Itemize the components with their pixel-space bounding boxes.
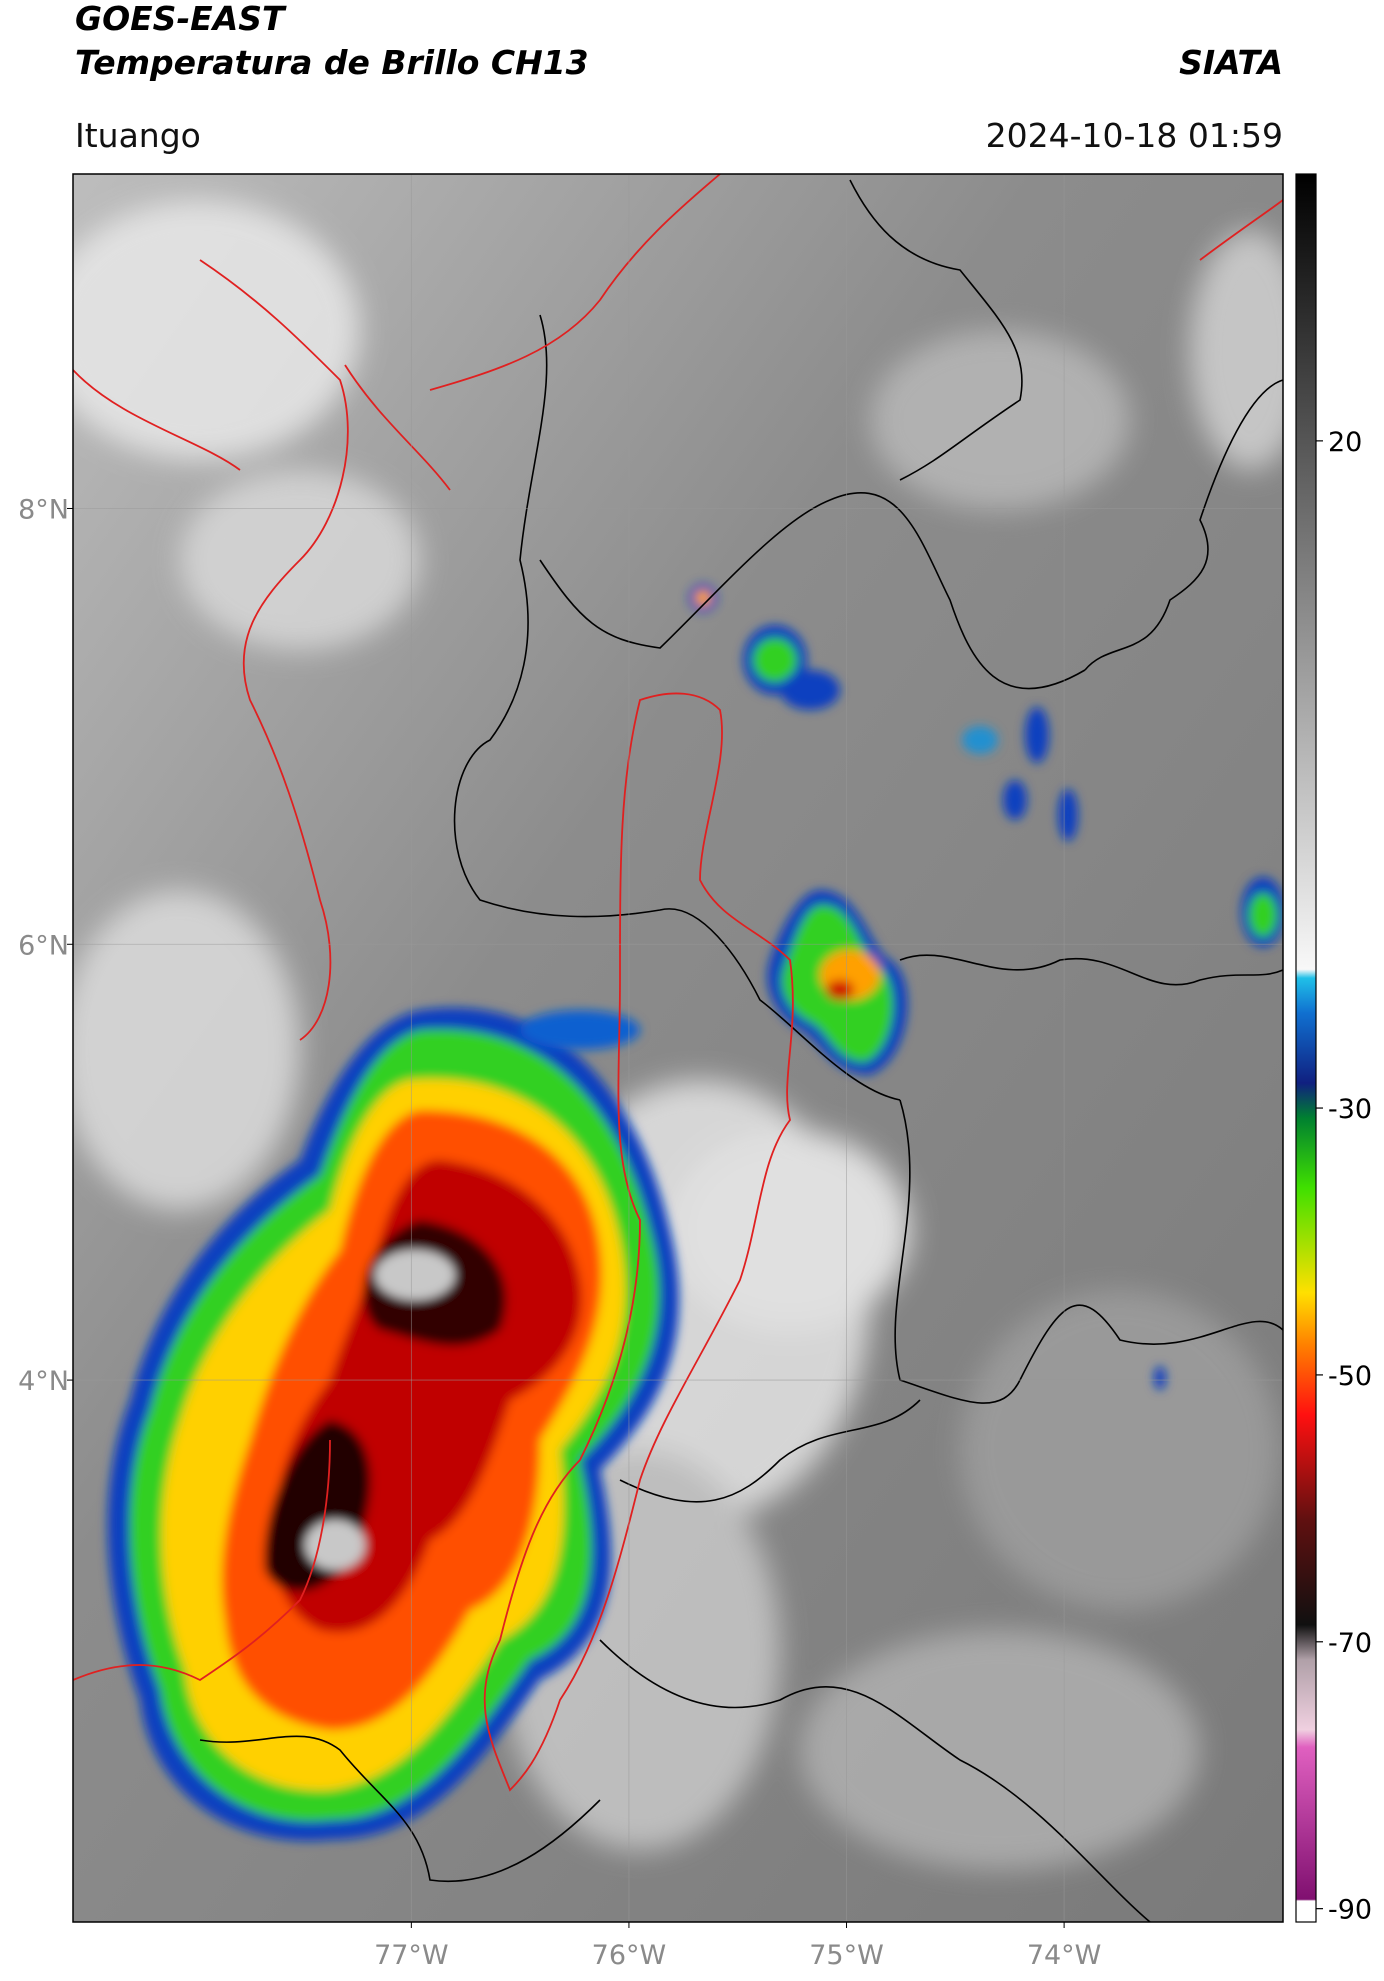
- satellite-image: [73, 174, 1283, 1922]
- location: Ituango: [75, 116, 201, 155]
- x-tick-label: 77°W: [374, 1940, 449, 1971]
- map-frame: [72, 173, 1284, 1923]
- colorbar: [1295, 173, 1317, 1923]
- subtitle: Temperatura de Brillo CH13: [75, 43, 589, 82]
- graticule: [73, 174, 1283, 1922]
- colorbar-tick-label: 20: [1328, 427, 1362, 458]
- x-tick-label: 74°W: [1027, 1940, 1102, 1971]
- x-tick-label: 75°W: [809, 1940, 884, 1971]
- colorbar-tick-label: -70: [1328, 1628, 1372, 1659]
- x-tick-label: 76°W: [592, 1940, 667, 1971]
- datetime: 2024-10-18 01:59: [986, 116, 1283, 155]
- colorbar-tick-label: -50: [1328, 1361, 1372, 1392]
- y-tick-label: 6°N: [18, 930, 69, 961]
- y-tick-label: 8°N: [18, 494, 69, 525]
- source: SIATA: [1179, 43, 1283, 82]
- title: GOES-EAST: [75, 0, 287, 38]
- colorbar-tick-label: -90: [1328, 1895, 1372, 1926]
- y-tick-label: 4°N: [18, 1366, 69, 1397]
- colorbar-tick-label: -30: [1328, 1094, 1372, 1125]
